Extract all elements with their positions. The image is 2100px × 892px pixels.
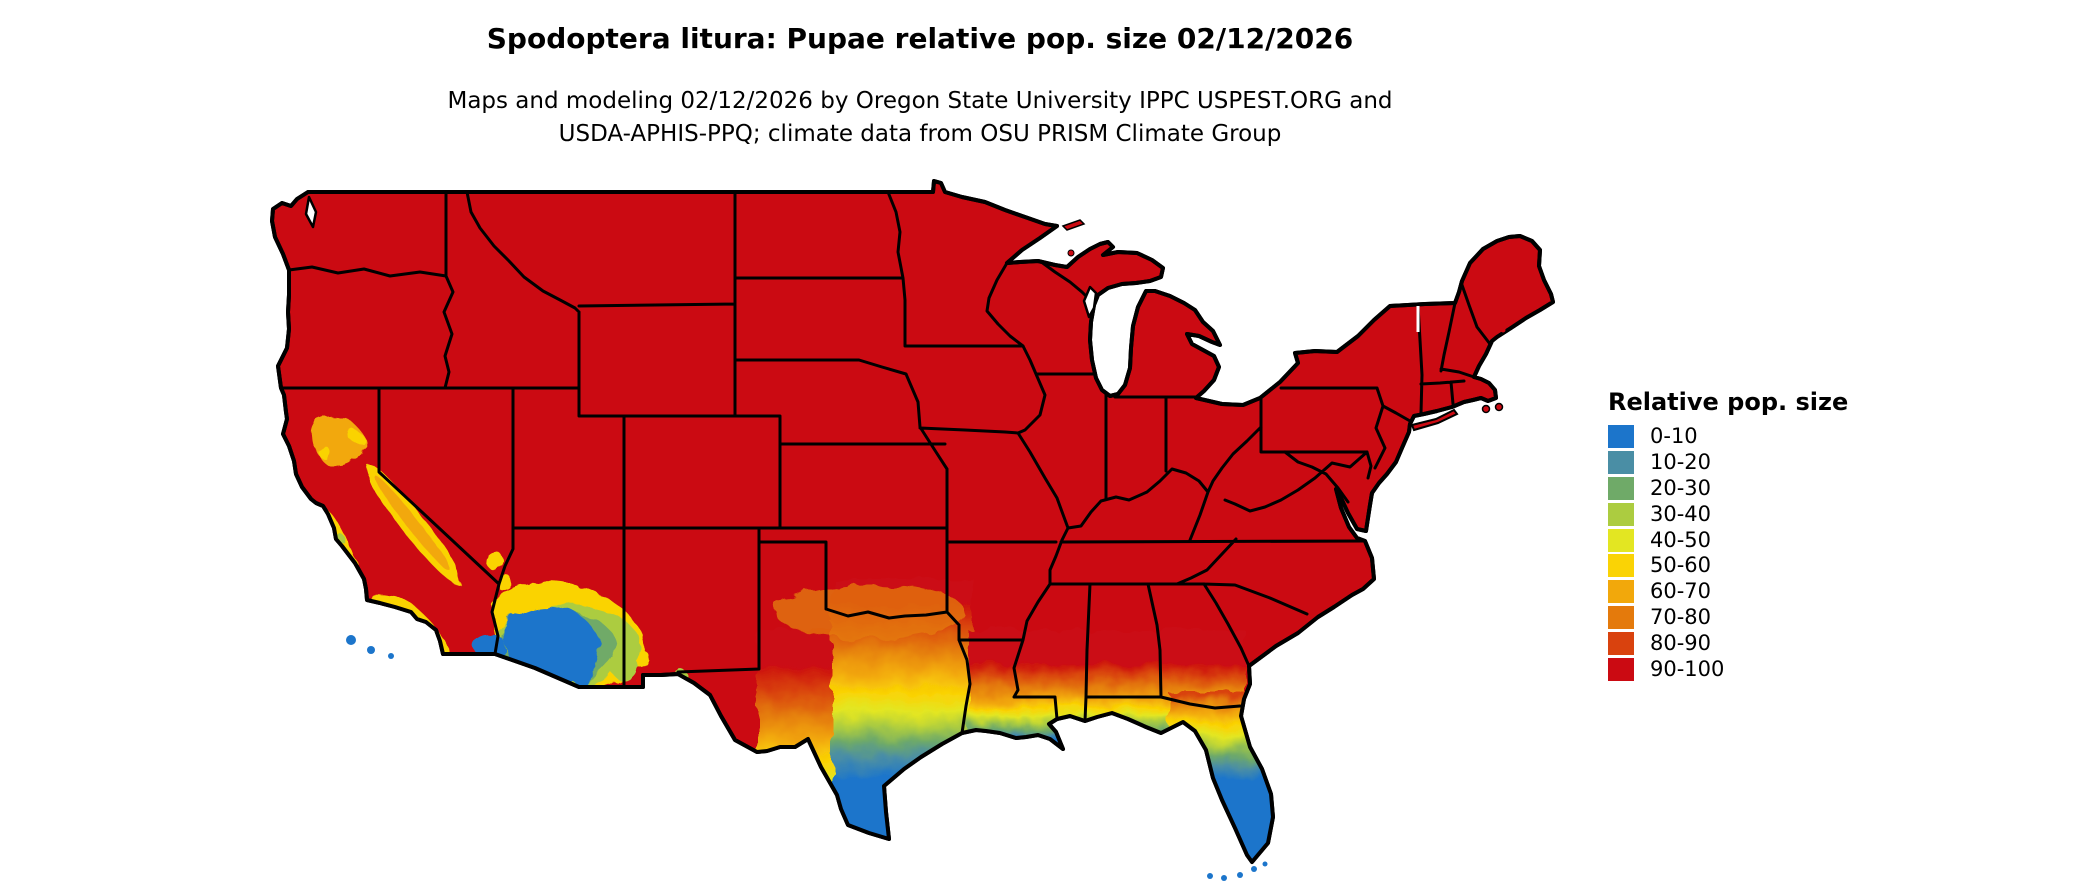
legend-swatch-0-10 <box>1608 425 1634 449</box>
florida-key-4 <box>1251 866 1257 872</box>
legend-item: 20-30 <box>1602 476 1848 502</box>
florida-key-5 <box>1262 861 1268 867</box>
overlay-norcal-yellow-1 <box>316 444 328 456</box>
legend-label: 70-80 <box>1650 604 1712 629</box>
legend: Relative pop. size 0-10 10-20 20-30 30-4… <box>1602 388 1848 682</box>
legend-item: 50-60 <box>1602 553 1848 579</box>
channel-island-3 <box>388 653 394 659</box>
legend-item: 0-10 <box>1602 424 1848 450</box>
legend-label: 40-50 <box>1650 527 1712 552</box>
channel-island-1 <box>346 635 356 645</box>
legend-swatch-80-90 <box>1608 631 1634 655</box>
legend-label: 50-60 <box>1650 553 1712 578</box>
florida-key-1 <box>1207 873 1213 879</box>
apostle-islands <box>1067 249 1075 257</box>
legend-item: 70-80 <box>1602 605 1848 631</box>
maine-coast-island-1 <box>1500 327 1506 333</box>
legend-item: 30-40 <box>1602 501 1848 527</box>
legend-label: 30-40 <box>1650 501 1712 526</box>
legend-item: 90-100 <box>1602 656 1848 682</box>
legend-swatch-60-70 <box>1608 580 1634 604</box>
legend-swatch-40-50 <box>1608 528 1634 552</box>
legend-label: 10-20 <box>1650 450 1712 475</box>
page-title: Spodoptera litura: Pupae relative pop. s… <box>486 22 1354 55</box>
state-borders <box>279 190 1492 735</box>
isle-royale-island <box>1061 219 1086 231</box>
florida-key-2 <box>1221 875 1227 881</box>
marthas-vineyard-island <box>1481 404 1491 414</box>
nantucket-island <box>1494 402 1504 412</box>
page-subtitle: Maps and modeling 02/12/2026 by Oregon S… <box>0 55 1840 151</box>
legend-item: 80-90 <box>1602 630 1848 656</box>
subtitle-line-1: Maps and modeling 02/12/2026 by Oregon S… <box>447 88 1393 114</box>
legend-title: Relative pop. size <box>1608 388 1849 416</box>
overlay-sierra-orange <box>374 475 450 571</box>
legend-item: 10-20 <box>1602 450 1848 476</box>
legend-label: 60-70 <box>1650 579 1712 604</box>
legend-item: 60-70 <box>1602 579 1848 605</box>
legend-swatch-20-30 <box>1608 476 1634 500</box>
channel-island-2 <box>367 646 375 654</box>
legend-swatch-10-20 <box>1608 451 1634 475</box>
long-island <box>1410 408 1459 432</box>
legend-label: 0-10 <box>1650 424 1698 449</box>
green-bay-water <box>1082 285 1098 319</box>
overlay-florida <box>1168 692 1303 862</box>
maine-coast-island-2 <box>1509 318 1515 324</box>
islands <box>346 219 1515 881</box>
legend-label: 20-30 <box>1650 475 1712 500</box>
legend-item: 40-50 <box>1602 527 1848 553</box>
legend-swatch-90-100 <box>1608 657 1634 681</box>
legend-swatch-50-60 <box>1608 554 1634 578</box>
overlay-central-coast-orange <box>346 580 358 592</box>
overlay-west-texas <box>757 630 840 862</box>
overlay-colorado-river-yellow-1 <box>485 551 503 569</box>
legend-label: 90-100 <box>1650 656 1725 681</box>
legend-swatch-30-40 <box>1608 502 1634 526</box>
title-block: Spodoptera litura: Pupae relative pop. s… <box>0 0 1840 151</box>
puget-sound-water <box>304 195 318 229</box>
legend-label: 80-90 <box>1650 630 1712 655</box>
subtitle-line-2: USDA-APHIS-PPQ; climate data from OSU PR… <box>558 121 1282 147</box>
overlay-norcal-yellow-2 <box>349 430 361 442</box>
florida-key-3 <box>1237 872 1243 878</box>
legend-swatch-70-80 <box>1608 605 1634 629</box>
